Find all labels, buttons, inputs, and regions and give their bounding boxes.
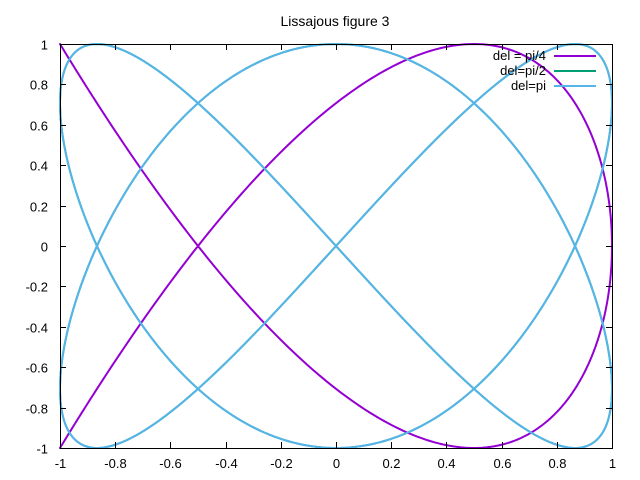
y-tick-label: 0.2 xyxy=(30,200,48,215)
x-tick-label: 0.4 xyxy=(437,456,455,471)
x-tick-label: -0.2 xyxy=(270,456,292,471)
x-tick-label: -1 xyxy=(55,456,67,471)
series-line-3 xyxy=(59,43,613,449)
x-tick-label: -0.6 xyxy=(159,456,181,471)
legend-label-2: del=pi/2 xyxy=(500,63,546,78)
y-tick-label: 0 xyxy=(41,240,48,255)
x-tick-label: 0.8 xyxy=(548,456,566,471)
y-tick-label: 0.8 xyxy=(30,78,48,93)
y-tick-label: -0.6 xyxy=(26,361,48,376)
x-tick-label: 0.6 xyxy=(493,456,511,471)
series-line-1 xyxy=(59,43,613,449)
y-tick-label: -0.2 xyxy=(26,280,48,295)
chart-title: Lissajous figure 3 xyxy=(281,13,390,29)
x-tick-label: 1 xyxy=(609,456,616,471)
x-tick-label: -0.8 xyxy=(104,456,126,471)
legend-label-1: del = pi/4 xyxy=(493,48,546,63)
y-tick-label: -1 xyxy=(36,442,48,457)
y-tick-label: -0.4 xyxy=(26,321,48,336)
series-layer xyxy=(59,43,613,449)
x-tick-label: 0 xyxy=(333,456,340,471)
legend-label-3: del=pi xyxy=(511,78,546,93)
y-tick-label: -0.8 xyxy=(26,402,48,417)
x-tick-label: 0.2 xyxy=(382,456,400,471)
x-tick-label: -0.4 xyxy=(215,456,237,471)
y-tick-label: 0.6 xyxy=(30,119,48,134)
axis-layer: -1 -0.8 -0.6 -0.4 -0.2 0 0.2 0.4 0.6 0.8 1 -1 -0.8 -0… xyxy=(26,38,617,472)
y-tick-label: 0.4 xyxy=(30,159,48,174)
y-tick-label: 1 xyxy=(41,38,48,53)
